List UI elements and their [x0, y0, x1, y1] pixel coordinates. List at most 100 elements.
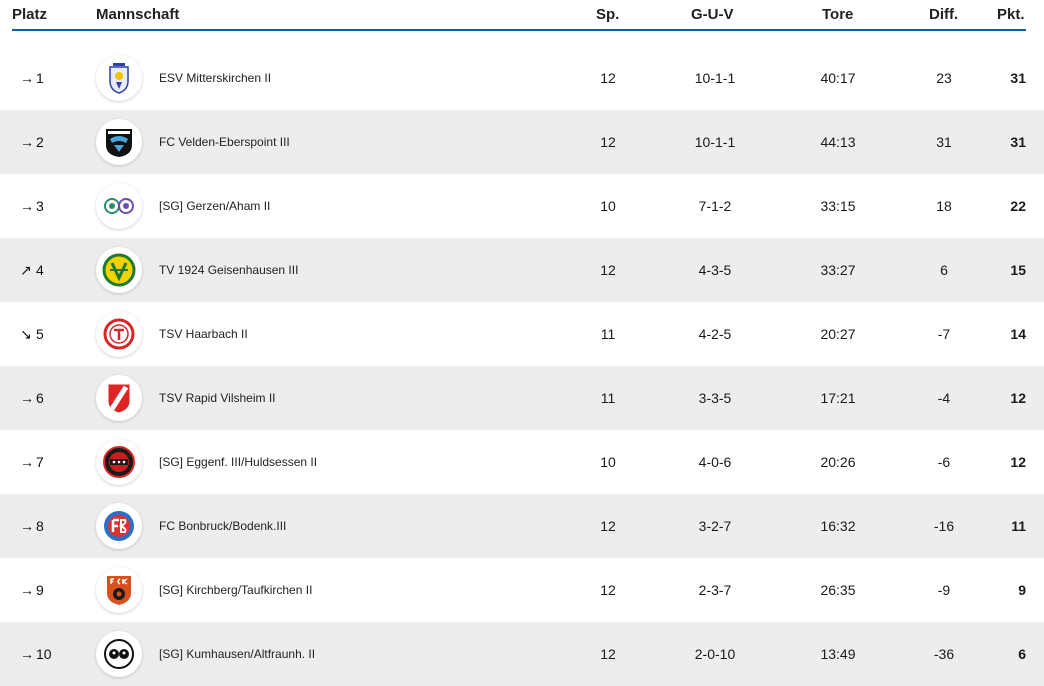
tsv-rapid-vilsheim-crest-icon[interactable] — [96, 375, 142, 421]
games-played: 12 — [600, 70, 616, 86]
column-header-platz[interactable]: Platz — [12, 6, 48, 23]
trend-same-icon: → — [20, 390, 34, 406]
points: 31 — [1010, 70, 1026, 86]
goals: 16:32 — [820, 518, 856, 534]
trend-same-icon: → — [20, 70, 34, 86]
esv-mitterskirchen-crest-icon[interactable] — [96, 55, 142, 101]
table-row[interactable]: → 9 [SG] Kirchberg/Taufkirchen II 12 2-3-… — [0, 558, 1044, 622]
goals: 33:27 — [820, 262, 856, 278]
fck-kirchberg-crest-icon[interactable] — [96, 567, 142, 613]
team-name[interactable]: [SG] Eggenf. III/Huldsessen II — [159, 455, 318, 469]
goals: 20:26 — [820, 454, 856, 470]
table-header: Platz Mannschaft Sp. G-U-V Tore Diff. Pk… — [0, 0, 1044, 32]
win-draw-loss: 2-0-10 — [694, 646, 736, 662]
column-header-guv[interactable]: G-U-V — [691, 6, 734, 23]
rank-cell: ↗ 4 — [20, 238, 80, 302]
table-row[interactable]: → 3 [SG] Gerzen/Aham II 10 7-1-2 33:15 18… — [0, 174, 1044, 238]
table-row[interactable]: → 2 FC Velden-Eberspoint III 12 10-1-1 44… — [0, 110, 1044, 174]
goals: 26:35 — [820, 582, 856, 598]
win-draw-loss: 10-1-1 — [694, 70, 736, 86]
ssv-eggenfelden-crest-icon[interactable] — [96, 439, 142, 485]
rank-cell: → 7 — [20, 430, 80, 494]
fc-bonbruck-crest-icon[interactable] — [96, 503, 142, 549]
team-name[interactable]: TSV Haarbach II — [159, 327, 248, 341]
trend-same-icon: → — [20, 198, 34, 214]
games-played: 11 — [600, 326, 616, 342]
sg-gerzen-aham-crest-icon[interactable] — [96, 183, 142, 229]
team-name[interactable]: [SG] Kirchberg/Taufkirchen II — [159, 583, 313, 597]
win-draw-loss: 4-3-5 — [698, 262, 732, 278]
team-name[interactable]: FC Velden-Eberspoint III — [159, 135, 290, 149]
rank-cell: → 6 — [20, 366, 80, 430]
rank-cell: → 8 — [20, 494, 80, 558]
team-name[interactable]: ESV Mitterskirchen II — [159, 71, 272, 85]
games-played: 10 — [600, 454, 616, 470]
column-header-mannschaft[interactable]: Mannschaft — [96, 6, 180, 23]
goals: 20:27 — [820, 326, 856, 342]
rank-number: 7 — [36, 454, 44, 470]
games-played: 12 — [600, 646, 616, 662]
trend-same-icon: → — [20, 646, 34, 662]
table-row[interactable]: → 10 [SG] Kumhausen/Altfraunh. II 12 2-0-… — [0, 622, 1044, 686]
goal-difference: 6 — [940, 262, 948, 278]
rank-cell: → 1 — [20, 46, 80, 110]
rank-number: 9 — [36, 582, 44, 598]
table-row[interactable]: ↗ 4 TV 1924 Geisenhausen III 12 4-3-5 33:… — [0, 238, 1044, 302]
goals: 40:17 — [820, 70, 856, 86]
team-name[interactable]: FC Bonbruck/Bodenk.III — [159, 519, 287, 533]
sg-kumhausen-crest-icon[interactable] — [96, 631, 142, 677]
points: 15 — [1010, 262, 1026, 278]
games-played: 12 — [600, 582, 616, 598]
team-name[interactable]: [SG] Kumhausen/Altfraunh. II — [159, 647, 316, 661]
column-header-sp[interactable]: Sp. — [596, 6, 620, 23]
goals: 17:21 — [820, 390, 856, 406]
points: 12 — [1010, 390, 1026, 406]
rank-number: 1 — [36, 70, 44, 86]
table-row[interactable]: → 6 TSV Rapid Vilsheim II 11 3-3-5 17:21 … — [0, 366, 1044, 430]
column-header-diff[interactable]: Diff. — [929, 6, 959, 23]
rank-cell: → 3 — [20, 174, 80, 238]
win-draw-loss: 2-3-7 — [698, 582, 732, 598]
standings-table: → 1 ESV Mitterskirchen II 12 10-1-1 40:17… — [0, 46, 1044, 686]
goals: 13:49 — [820, 646, 856, 662]
points: 14 — [1010, 326, 1026, 342]
games-played: 12 — [600, 262, 616, 278]
team-name[interactable]: TV 1924 Geisenhausen III — [159, 263, 299, 277]
win-draw-loss: 7-1-2 — [698, 198, 732, 214]
team-name[interactable]: [SG] Gerzen/Aham II — [159, 199, 271, 213]
trend-same-icon: → — [20, 518, 34, 534]
trend-down-icon: ↘ — [20, 326, 32, 342]
column-header-tore[interactable]: Tore — [822, 6, 854, 23]
table-row[interactable]: ↘ 5 TSV Haarbach II 11 4-2-5 20:27 -7 14 — [0, 302, 1044, 366]
points: 31 — [1010, 134, 1026, 150]
team-name[interactable]: TSV Rapid Vilsheim II — [159, 391, 276, 405]
rank-number: 8 — [36, 518, 44, 534]
games-played: 10 — [600, 198, 616, 214]
table-row[interactable]: → 7 [SG] Eggenf. III/Huldsessen II 10 4-0… — [0, 430, 1044, 494]
tv-geisenhausen-crest-icon[interactable] — [96, 247, 142, 293]
trend-same-icon: → — [20, 134, 34, 150]
fc-velden-crest-icon[interactable] — [96, 119, 142, 165]
tsv-haarbach-crest-icon[interactable] — [96, 311, 142, 357]
rank-number: 10 — [36, 646, 52, 662]
win-draw-loss: 4-2-5 — [698, 326, 732, 342]
rank-number: 5 — [36, 326, 44, 342]
trend-up-icon: ↗ — [20, 262, 32, 278]
games-played: 12 — [600, 134, 616, 150]
goal-difference: -16 — [933, 518, 955, 534]
goal-difference: -36 — [933, 646, 955, 662]
rank-number: 3 — [36, 198, 44, 214]
table-row[interactable]: → 8 FC Bonbruck/Bodenk.III 12 3-2-7 16:32… — [0, 494, 1044, 558]
win-draw-loss: 3-2-7 — [698, 518, 732, 534]
trend-same-icon: → — [20, 582, 34, 598]
rank-cell: → 9 — [20, 558, 80, 622]
rank-cell: ↘ 5 — [20, 302, 80, 366]
table-row[interactable]: → 1 ESV Mitterskirchen II 12 10-1-1 40:17… — [0, 46, 1044, 110]
win-draw-loss: 4-0-6 — [698, 454, 732, 470]
points: 6 — [1018, 646, 1026, 662]
column-header-pkt[interactable]: Pkt. — [997, 6, 1025, 23]
goal-difference: -9 — [937, 582, 951, 598]
points: 22 — [1010, 198, 1026, 214]
goal-difference: -7 — [937, 326, 951, 342]
goal-difference: -4 — [937, 390, 951, 406]
